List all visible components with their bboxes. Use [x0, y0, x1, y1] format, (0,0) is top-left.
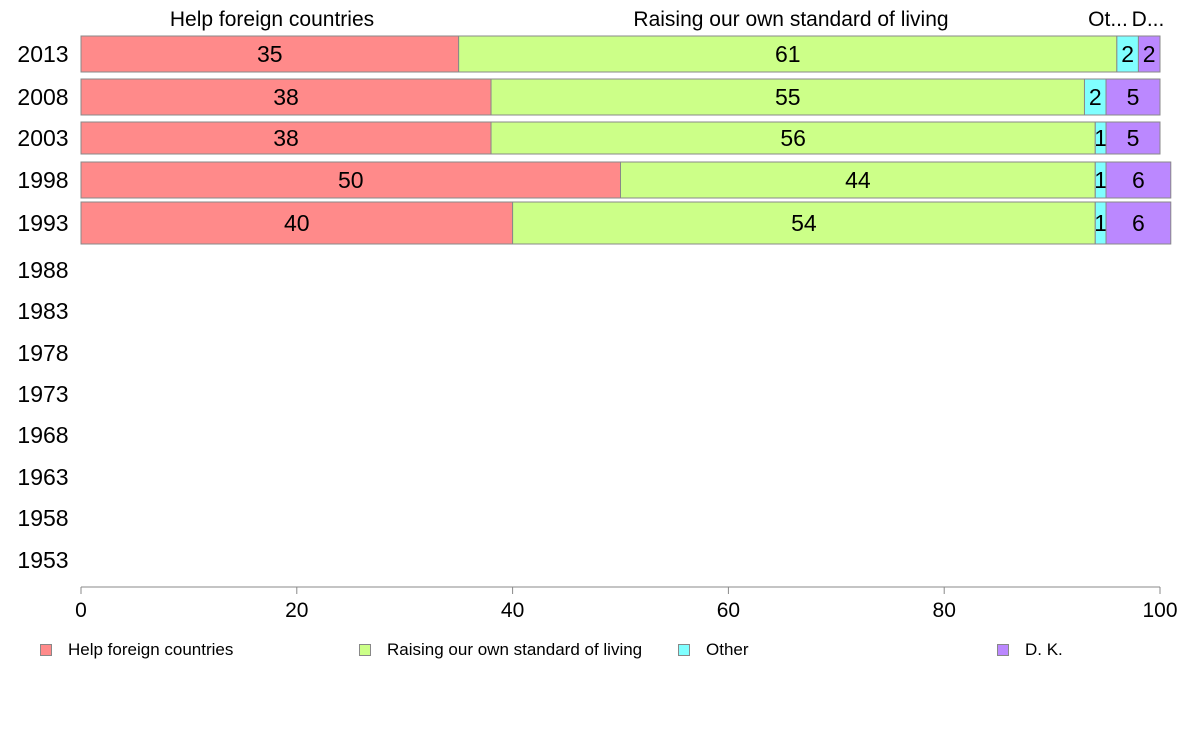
category-label-1963: 1963	[17, 464, 68, 490]
data-label-2008-2: 2	[1089, 84, 1102, 110]
data-label-1998-3: 6	[1132, 167, 1145, 193]
data-label-2013-2: 2	[1121, 41, 1134, 67]
category-label-1978: 1978	[17, 340, 68, 366]
top-label-2: Ot...	[1088, 8, 1128, 31]
bar-1998-1	[620, 161, 1096, 199]
legend-label-raising: Raising our own standard of living	[387, 640, 643, 659]
bar-1993-3	[1105, 201, 1172, 245]
category-label-1973: 1973	[17, 381, 68, 407]
bar-1993-1	[512, 201, 1096, 245]
x-tick-label-20: 20	[285, 599, 308, 622]
category-label-1958: 1958	[17, 505, 68, 531]
data-label-1998-2: 1	[1094, 167, 1107, 193]
legend-label-dk: D. K.	[1025, 640, 1063, 659]
category-label-1968: 1968	[17, 422, 68, 448]
data-label-2003-1: 56	[780, 125, 806, 151]
category-label-1953: 1953	[17, 547, 68, 573]
bar-2003-0	[80, 121, 492, 155]
category-label-1988: 1988	[17, 257, 68, 283]
category-label-1993: 1993	[17, 210, 68, 236]
legend-item-other: Other	[678, 640, 749, 660]
category-label-2013: 2013	[17, 41, 68, 67]
legend-item-raising: Raising our own standard of living	[359, 640, 642, 660]
bar-2008-1	[490, 78, 1085, 116]
data-label-2003-3: 5	[1127, 125, 1140, 151]
top-label-1: Raising our own standard of living	[633, 8, 948, 31]
top-label-3: D...	[1132, 8, 1165, 31]
legend-swatch-dk	[997, 644, 1009, 656]
data-label-2013-1: 61	[775, 41, 801, 67]
category-label-2008: 2008	[17, 84, 68, 110]
bar-2003-3	[1105, 121, 1161, 155]
data-label-2008-1: 55	[775, 84, 801, 110]
legend: Help foreign countries Raising our own s…	[40, 640, 1160, 662]
legend-swatch-help	[40, 644, 52, 656]
x-tick-label-0: 0	[75, 599, 87, 622]
x-tick-label-100: 100	[1142, 599, 1177, 622]
data-label-1993-0: 40	[284, 210, 310, 236]
category-label-1983: 1983	[17, 298, 68, 324]
legend-item-help: Help foreign countries	[40, 640, 233, 660]
data-label-2013-3: 2	[1143, 41, 1156, 67]
bar-1998-3	[1105, 161, 1172, 199]
data-label-2013-0: 35	[257, 41, 283, 67]
bar-2008-3	[1105, 78, 1161, 116]
data-label-2008-3: 5	[1127, 84, 1140, 110]
x-tick-label-40: 40	[501, 599, 524, 622]
legend-item-dk: D. K.	[997, 640, 1063, 660]
legend-label-help: Help foreign countries	[68, 640, 234, 659]
bar-2003-1	[490, 121, 1096, 155]
legend-swatch-other	[678, 644, 690, 656]
data-label-1998-1: 44	[845, 167, 871, 193]
data-label-1993-2: 1	[1094, 210, 1107, 236]
legend-label-other: Other	[706, 640, 749, 659]
data-label-1993-1: 54	[791, 210, 817, 236]
bar-2013-0	[80, 35, 460, 73]
x-tick-label-60: 60	[717, 599, 740, 622]
category-label-2003: 2003	[17, 125, 68, 151]
data-label-2003-0: 38	[273, 125, 299, 151]
stacked-bar-chart: Help foreign countries Raising our own st…	[17, 8, 1177, 622]
bar-2013-3	[1137, 35, 1161, 73]
data-label-1993-3: 6	[1132, 210, 1145, 236]
data-label-2003-2: 1	[1094, 125, 1107, 151]
category-label-1998: 1998	[17, 167, 68, 193]
data-label-2008-0: 38	[273, 84, 299, 110]
legend-swatch-raising	[359, 644, 371, 656]
bar-1993-0	[80, 201, 514, 245]
x-tick-label-80: 80	[933, 599, 956, 622]
top-label-0: Help foreign countries	[170, 8, 374, 31]
bar-2013-1	[458, 35, 1118, 73]
bar-1998-0	[80, 161, 621, 199]
data-label-1998-0: 50	[338, 167, 364, 193]
